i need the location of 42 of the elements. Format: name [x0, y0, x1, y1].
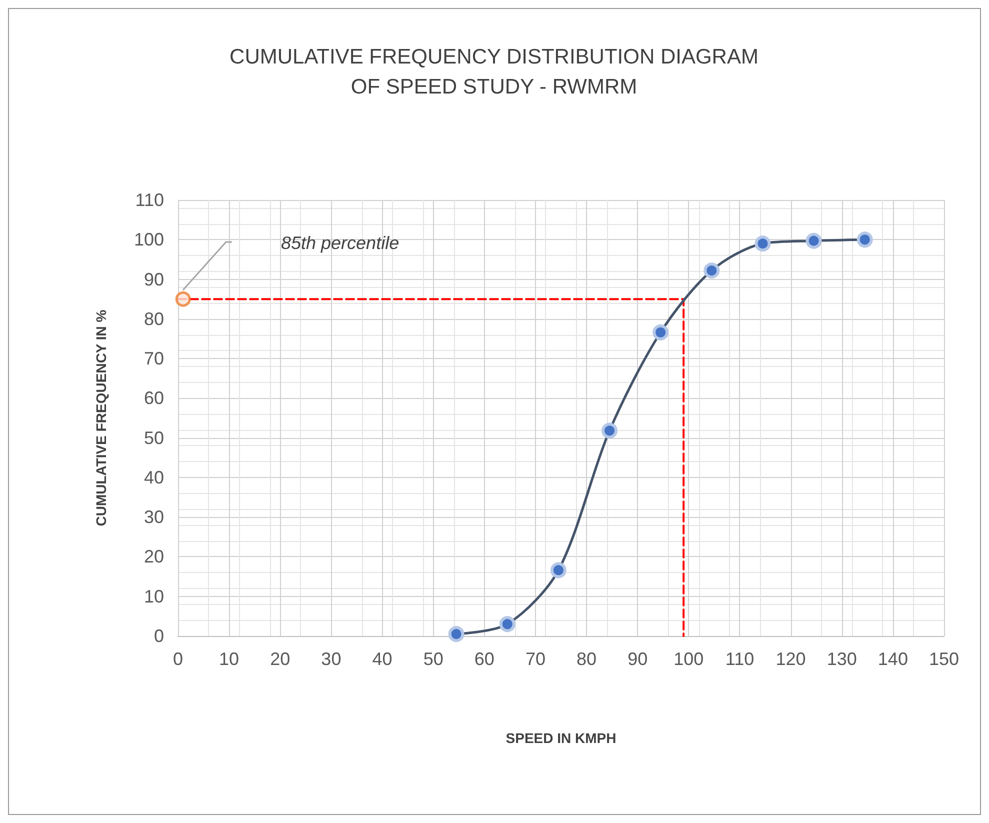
annotation: 85th percentile [281, 233, 400, 253]
y-tick-label: 30 [144, 507, 164, 528]
point [652, 324, 669, 340]
point [754, 236, 771, 252]
y-tick-label: 0 [154, 626, 164, 646]
x-tick-label: 70 [525, 649, 546, 669]
x-tick-label: 90 [628, 649, 648, 669]
y-tick-label: 60 [144, 388, 164, 408]
x-tick-label: 150 [928, 649, 960, 669]
x-tick-label: 60 [474, 649, 494, 669]
chart-title: CUMULATIVE FREQUENCY DISTRIBUTION DIAGRAM OF SPEED STUDY - RWMRM [230, 46, 758, 98]
point [806, 232, 822, 249]
x-tick-label: 130 [826, 649, 857, 669]
x-tick-label: 120 [776, 649, 806, 669]
point [704, 262, 720, 279]
x-axis-title: SPEED IN KMPH [506, 730, 616, 746]
x-tick-label: 30 [321, 649, 342, 669]
x-tick-label: 50 [423, 649, 444, 669]
y-tick-label: 110 [135, 190, 164, 210]
x-tick-label: 100 [674, 649, 704, 669]
point [448, 626, 464, 642]
y-tick-label: 20 [144, 546, 164, 567]
y-tick-label: 40 [144, 467, 164, 488]
y-tick-label: 50 [144, 428, 164, 448]
point [175, 291, 191, 307]
point [602, 422, 618, 439]
x-tick-label: 80 [576, 649, 597, 669]
y-tick-label: 80 [144, 308, 164, 329]
point [856, 232, 873, 248]
x-tick-label: 10 [219, 649, 240, 669]
y-tick-label: 90 [144, 269, 164, 290]
x-tick-label: 0 [172, 649, 184, 669]
x-tick-label: 20 [270, 649, 290, 669]
point [499, 616, 516, 632]
point [550, 562, 566, 578]
x-tick-label: 40 [372, 649, 392, 669]
x-tick-label: 140 [878, 649, 908, 669]
x-tick-label: 110 [725, 649, 754, 669]
y-tick-label: 10 [144, 586, 164, 606]
y-axis-title: CUMULATIVE FREQUENCY IN % [93, 309, 109, 526]
y-tick-label: 70 [144, 348, 164, 369]
y-tick-label: 100 [134, 230, 164, 250]
